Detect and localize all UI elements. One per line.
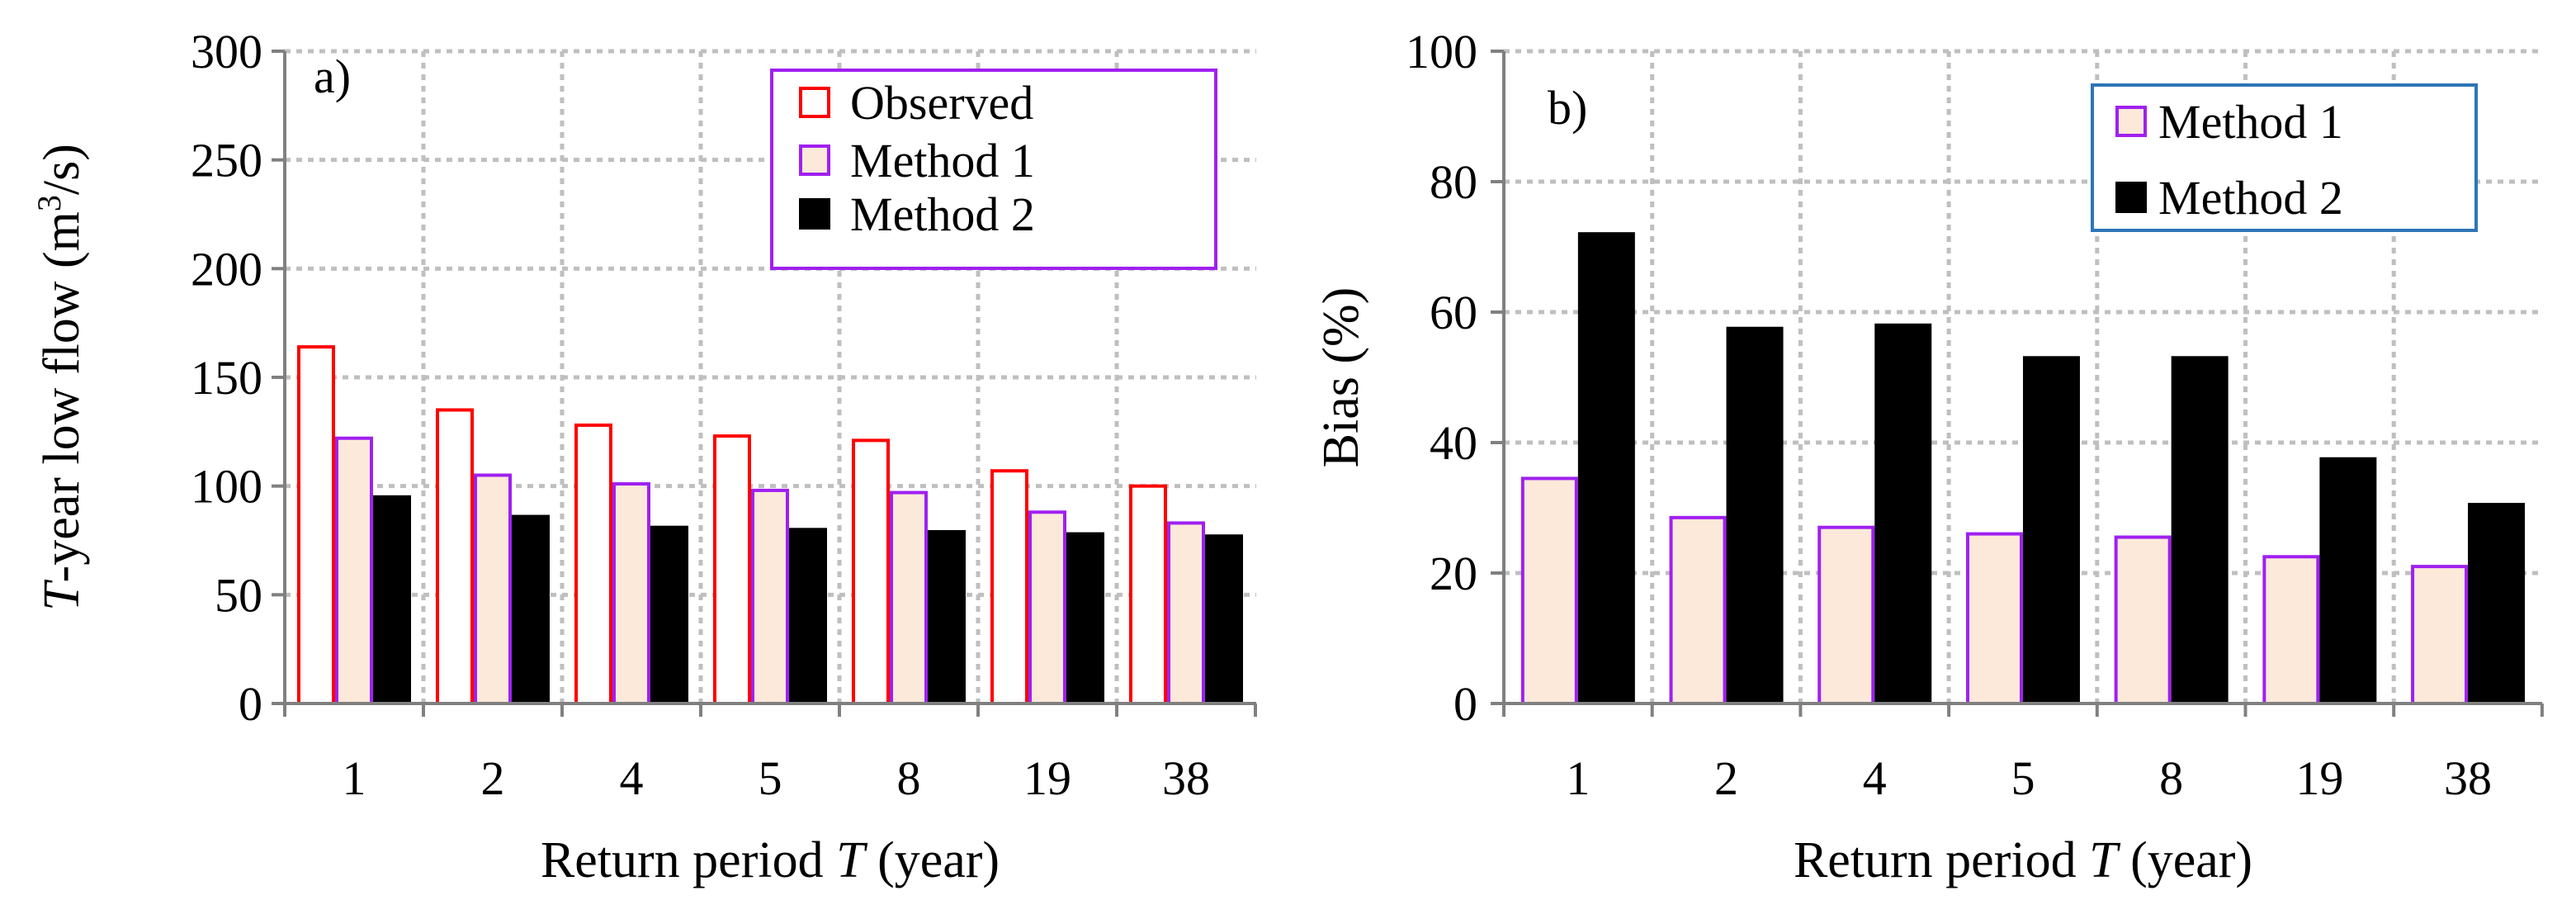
y-tick-label: 150 xyxy=(191,351,262,405)
bar-method-1-1 xyxy=(335,436,373,705)
x-tick-label: 5 xyxy=(759,751,782,805)
panel-label: a) xyxy=(314,50,351,103)
panel-label: b) xyxy=(1548,81,1587,135)
legend-label: Method 1 xyxy=(2158,95,2343,149)
legend-label: Method 2 xyxy=(2158,171,2343,225)
legend-label: Method 1 xyxy=(850,134,1035,187)
bar-method-2-2 xyxy=(1726,326,1784,705)
bar-observed-8 xyxy=(852,438,890,705)
bar-method-2-19 xyxy=(2319,457,2377,705)
bar-method-2-19 xyxy=(1066,532,1104,705)
y-tick-label: 300 xyxy=(191,25,262,78)
x-tick-label: 38 xyxy=(2444,751,2492,805)
legend-label: Observed xyxy=(850,76,1033,130)
legend-box xyxy=(2091,83,2478,232)
bar-observed-5 xyxy=(713,434,751,705)
bar-observed-38 xyxy=(1129,484,1167,706)
y-tick-label: 0 xyxy=(1453,677,1477,731)
x-tick-label: 1 xyxy=(1566,751,1590,805)
bar-method-1-2 xyxy=(1669,515,1727,705)
bar-method-2-8 xyxy=(2171,356,2229,705)
bar-method-1-19 xyxy=(1028,510,1066,705)
x-tick-label: 8 xyxy=(2159,751,2183,805)
x-axis-title: Return period T (year) xyxy=(541,832,1000,888)
bar-method-2-4 xyxy=(650,525,688,706)
y-tick-label: 0 xyxy=(239,677,262,731)
y-axis-title: Bias (%) xyxy=(1313,287,1369,468)
bar-method-2-4 xyxy=(1874,323,1932,705)
y-tick-label: 20 xyxy=(1430,547,1477,600)
chart-panel-a: 0 50 100 150 200 250 300 1 2 4 5 8 19 38 Return period… xyxy=(31,25,1257,888)
bar-method-1-8 xyxy=(890,490,928,705)
legend-swatch-method-2 xyxy=(2115,182,2147,213)
bar-method-1-8 xyxy=(2114,535,2172,705)
x-tick-label: 4 xyxy=(620,751,644,805)
bar-observed-4 xyxy=(574,423,612,706)
x-tick-label: 8 xyxy=(897,751,921,805)
x-tick-label: 19 xyxy=(1023,751,1071,805)
bar-method-1-19 xyxy=(2262,555,2320,705)
y-tick-label: 100 xyxy=(1406,25,1477,78)
x-tick-label: 5 xyxy=(2011,751,2035,805)
bar-method-1-38 xyxy=(1167,521,1205,706)
bar-method-2-8 xyxy=(928,529,966,706)
y-axis-title: T-year low flow (m3/s) xyxy=(31,144,90,611)
x-tick-label: 4 xyxy=(1863,751,1887,805)
legend: Method 1 Method 2 xyxy=(2091,83,2478,232)
x-tick-label: 2 xyxy=(1714,751,1738,805)
x-tick-label: 2 xyxy=(481,751,505,805)
bar-method-2-5 xyxy=(2022,356,2080,705)
y-tick-label: 250 xyxy=(191,134,262,187)
bar-observed-1 xyxy=(297,345,335,705)
bar-method-2-5 xyxy=(789,528,827,705)
x-tick-label: 19 xyxy=(2295,751,2343,805)
y-tick-label: 200 xyxy=(191,242,262,296)
bar-method-2-38 xyxy=(2468,503,2526,705)
legend-swatch-method-2 xyxy=(799,198,830,230)
chart-panel-b: 0 20 40 60 80 100 1 2 4 5 8 19 38 Return period T (ye… xyxy=(1313,25,2544,888)
bar-method-1-38 xyxy=(2411,565,2469,705)
bar-method-1-5 xyxy=(751,488,789,706)
x-axis-title: Return period T (year) xyxy=(1794,832,2252,888)
y-tick-label: 100 xyxy=(191,460,262,514)
bar-observed-2 xyxy=(436,408,474,705)
legend-box xyxy=(770,69,1217,270)
legend-swatch-method-1 xyxy=(799,144,830,176)
x-tick-label: 38 xyxy=(1162,751,1210,805)
bar-method-2-1 xyxy=(1577,232,1635,705)
bar-method-1-4 xyxy=(1817,525,1875,706)
bar-method-2-38 xyxy=(1205,534,1243,705)
bar-observed-19 xyxy=(990,469,1028,705)
bar-method-1-1 xyxy=(1520,476,1578,705)
legend-swatch-method-1 xyxy=(2115,106,2147,137)
y-tick-label: 40 xyxy=(1430,416,1477,470)
y-tick-label: 60 xyxy=(1430,286,1477,339)
bar-method-1-5 xyxy=(1965,532,2023,705)
y-tick-label: 80 xyxy=(1430,155,1477,209)
bar-method-2-1 xyxy=(373,495,411,705)
legend-label: Method 2 xyxy=(850,187,1035,241)
bar-method-2-2 xyxy=(512,514,550,705)
bar-method-1-2 xyxy=(474,473,512,705)
bar-method-1-4 xyxy=(612,482,650,705)
legend-swatch-observed xyxy=(799,87,830,118)
x-tick-label: 1 xyxy=(343,751,366,805)
y-tick-label: 50 xyxy=(215,568,262,622)
